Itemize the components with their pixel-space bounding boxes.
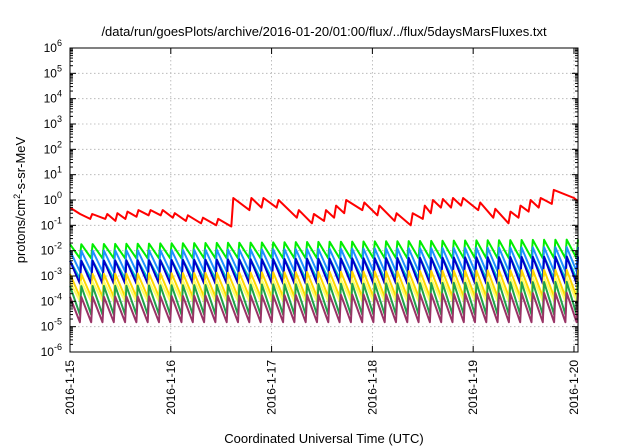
y-tick-label-exponent: 2: [57, 139, 62, 149]
series-line-1: [69, 188, 579, 228]
y-tick-label-exponent: -4: [54, 291, 62, 301]
y-axis-title-rest: -s-sr-MeV: [13, 136, 28, 193]
chart-title: /data/run/goesPlots/archive/2016-01-20/0…: [101, 24, 547, 39]
y-tick-label-base: 10: [44, 41, 58, 55]
x-tick-label: 2016-1-16: [164, 360, 178, 415]
y-tick-label: 102: [44, 139, 62, 156]
y-tick-label-base: 10: [41, 244, 55, 258]
y-axis-title-base: protons/cm: [13, 199, 28, 263]
series-line-9: [69, 291, 579, 324]
y-tick-label: 100: [44, 190, 62, 207]
y-tick-label: 10-5: [41, 317, 62, 334]
x-tick-label: 2016-1-15: [63, 360, 77, 415]
y-tick-label: 10-2: [41, 241, 62, 258]
y-tick-label-exponent: 4: [57, 89, 62, 99]
grid-lines: [69, 48, 578, 352]
y-tick-label: 10-3: [41, 266, 62, 283]
y-tick-label-base: 10: [44, 193, 58, 207]
y-tick-label-exponent: 1: [57, 165, 62, 175]
y-tick-label-base: 10: [44, 142, 58, 156]
y-tick-label-exponent: -3: [54, 266, 62, 276]
y-tick-label-base: 10: [41, 269, 55, 283]
y-tick-label-exponent: 0: [57, 190, 62, 200]
y-tick-label-base: 10: [44, 66, 58, 80]
y-tick-label-exponent: 6: [57, 38, 62, 48]
y-tick-label-base: 10: [41, 218, 55, 232]
y-tick-label-base: 10: [41, 345, 55, 359]
x-tick-label: 2016-1-19: [466, 360, 480, 415]
y-tick-label: 101: [44, 165, 62, 182]
y-tick-label-base: 10: [41, 294, 55, 308]
y-tick-label: 106: [44, 38, 62, 55]
y-tick-label: 105: [44, 63, 62, 80]
y-tick-label-base: 10: [44, 168, 58, 182]
y-tick-label-base: 10: [41, 320, 55, 334]
y-tick-label-exponent: 3: [57, 114, 62, 124]
x-tick-label: 2016-1-18: [365, 360, 379, 415]
x-axis-ticks: 2016-1-15 2016-1-16 2016-1-17 2016-1-18 2016…: [63, 48, 581, 415]
x-axis-title: Coordinated Universal Time (UTC): [224, 431, 423, 446]
y-axis-title-exponent: 2: [12, 194, 22, 199]
y-tick-label: 10-1: [41, 215, 62, 232]
y-tick-label: 10-4: [41, 291, 62, 308]
x-tick-label: 2016-1-17: [265, 360, 279, 415]
y-tick-label-exponent: 5: [57, 63, 62, 73]
y-tick-label-exponent: -2: [54, 241, 62, 251]
y-axis-title: protons/cm2-s-sr-MeV: [12, 136, 28, 263]
y-tick-label: 104: [44, 89, 62, 106]
y-tick-label: 10-6: [41, 342, 62, 359]
y-tick-label: 103: [44, 114, 62, 131]
y-tick-label-exponent: -6: [54, 342, 62, 352]
y-tick-label-base: 10: [44, 117, 58, 131]
y-tick-label-exponent: -5: [54, 317, 62, 327]
y-tick-label-base: 10: [44, 92, 58, 106]
x-tick-label: 2016-1-20: [567, 360, 581, 415]
series-layer: [69, 188, 579, 324]
y-tick-label-exponent: -1: [54, 215, 62, 225]
